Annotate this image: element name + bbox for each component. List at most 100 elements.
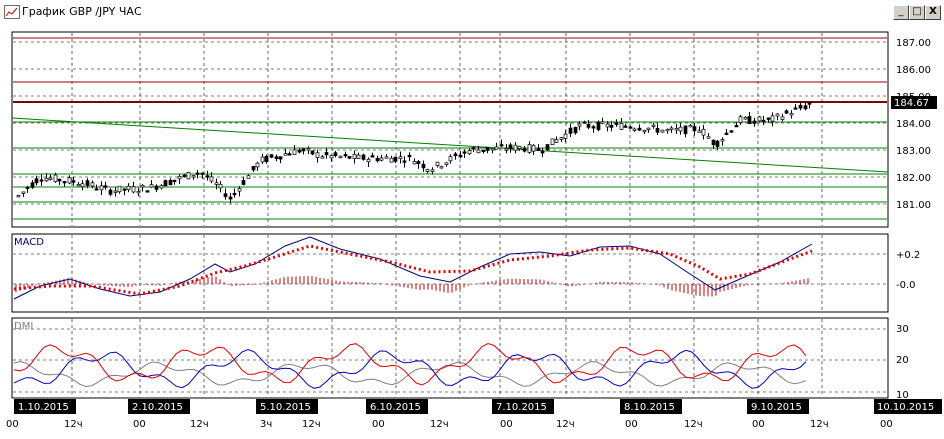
svg-text:8.10.2015: 8.10.2015 xyxy=(624,402,675,413)
candle-body xyxy=(412,161,417,165)
candle-body xyxy=(596,121,601,131)
candle-body xyxy=(370,155,375,158)
candle-body xyxy=(329,155,334,159)
candle-body xyxy=(324,152,329,156)
candle-body xyxy=(333,152,338,156)
candle-body xyxy=(775,113,780,117)
candle-body xyxy=(241,180,246,185)
date-label: 2.10.2015 xyxy=(128,399,190,414)
candle-body xyxy=(720,139,725,142)
title-bar[interactable]: График GBP /JPY ЧАС _ □ X xyxy=(0,0,944,25)
window-title: График GBP /JPY ЧАС xyxy=(22,5,142,18)
candle-body xyxy=(306,148,311,151)
date-label: 7.10.2015 xyxy=(492,399,554,414)
candle-body xyxy=(757,116,762,122)
candle-body xyxy=(177,176,182,180)
candle-body xyxy=(706,136,711,139)
candle-body xyxy=(586,123,591,128)
candle-body xyxy=(789,113,794,116)
candle-body xyxy=(287,153,292,156)
candle-body xyxy=(117,185,122,193)
candle-body xyxy=(76,183,81,187)
candle-body xyxy=(628,126,633,129)
svg-text:5.10.2015: 5.10.2015 xyxy=(260,402,311,413)
time-label: 12ч xyxy=(810,419,829,430)
time-label: 00 xyxy=(6,419,19,430)
candle-body xyxy=(145,190,150,193)
candle-body xyxy=(172,179,177,182)
candle-body xyxy=(766,117,771,120)
dmi-tick: 10 xyxy=(896,390,909,401)
candle-body xyxy=(25,186,30,190)
candle-body xyxy=(614,122,619,125)
svg-text:7.10.2015: 7.10.2015 xyxy=(496,402,547,413)
macd-grid xyxy=(13,235,887,311)
candle-body xyxy=(246,175,251,179)
candle-body xyxy=(343,154,348,157)
candle-body xyxy=(297,149,302,153)
candle-body xyxy=(784,110,789,114)
candle-body xyxy=(563,133,568,139)
time-label: 00 xyxy=(372,419,385,430)
price-panel[interactable]: 187.00 186.00 185.00 184.00 183.00 182.0… xyxy=(11,31,937,228)
candle-body xyxy=(264,156,269,163)
candle-body xyxy=(471,147,476,150)
candle-body xyxy=(798,104,803,109)
maximize-button[interactable]: □ xyxy=(909,5,925,20)
candle-body xyxy=(53,174,58,183)
candle-body xyxy=(352,153,357,160)
dmi-tick: 30 xyxy=(896,324,909,335)
chart-app-icon xyxy=(4,5,20,19)
candle-body xyxy=(393,156,398,162)
candle-body xyxy=(356,154,361,159)
candle-body xyxy=(513,144,518,151)
candle-body xyxy=(274,156,279,159)
macd-panel[interactable]: MACD +0.2 -0.0 xyxy=(11,233,920,313)
candle-body xyxy=(389,157,394,163)
candle-body xyxy=(251,166,256,171)
date-label: 5.10.2015 xyxy=(256,399,318,414)
candle-body xyxy=(715,140,720,147)
candle-body xyxy=(126,185,131,190)
minimize-button[interactable]: _ xyxy=(893,5,909,20)
candle-body xyxy=(292,149,297,155)
macd-tick: -0.0 xyxy=(896,280,916,291)
candle-body xyxy=(600,121,605,124)
date-label: 9.10.2015 xyxy=(747,399,809,414)
date-label: 10.10.2015 xyxy=(874,399,942,414)
candle-body xyxy=(421,163,426,169)
time-axis: 1.10.2015 2.10.2015 5.10.2015 6.10.2015 … xyxy=(6,399,942,430)
macd-tick: +0.2 xyxy=(896,250,920,261)
candle-body xyxy=(108,189,113,195)
candle-body xyxy=(651,124,656,127)
candle-body xyxy=(674,128,679,131)
candle-body xyxy=(48,177,53,180)
dmi-panel[interactable]: DMI 30 20 10 xyxy=(11,317,909,401)
candle-body xyxy=(678,126,683,132)
candle-body xyxy=(209,176,214,182)
candle-body xyxy=(504,148,509,151)
candle-body xyxy=(90,182,95,187)
candle-body xyxy=(642,129,647,133)
chart-area[interactable]: 187.00 186.00 185.00 184.00 183.00 182.0… xyxy=(0,24,944,436)
candle-body xyxy=(462,151,467,154)
candle-body xyxy=(182,174,187,178)
candle-body xyxy=(379,157,384,161)
price-tick: 183.00 xyxy=(896,146,931,157)
candle-body xyxy=(214,182,219,185)
candle-body xyxy=(366,158,371,163)
candle-body xyxy=(361,154,366,160)
candle-body xyxy=(499,144,504,147)
candle-body xyxy=(99,185,104,191)
close-button[interactable]: X xyxy=(925,5,941,20)
candle-body xyxy=(609,124,614,128)
current-price-label: 184.67 xyxy=(894,98,929,109)
candle-body xyxy=(738,116,743,123)
candle-body xyxy=(315,152,320,158)
date-label: 8.10.2015 xyxy=(620,399,682,414)
candle-body xyxy=(168,180,173,186)
time-label: 12ч xyxy=(556,419,575,430)
candle-body xyxy=(531,145,536,152)
candle-body xyxy=(660,129,665,133)
candle-body xyxy=(435,161,440,166)
